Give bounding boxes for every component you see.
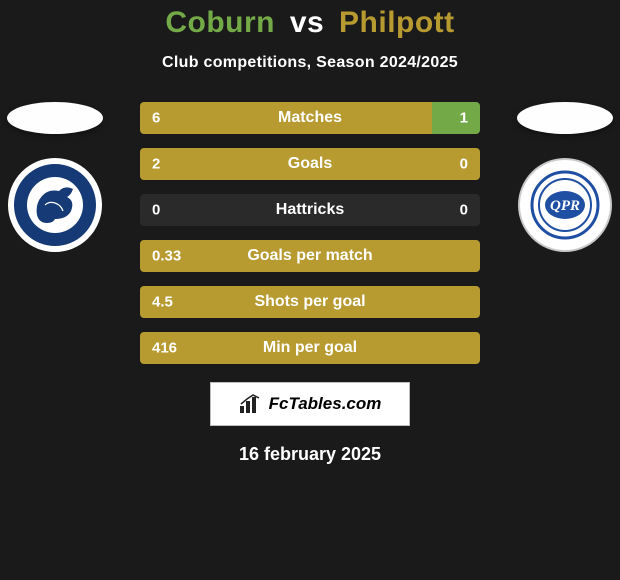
date: 16 february 2025 [0,444,620,465]
svg-text:QPR: QPR [550,198,580,214]
stat-bars: 6 1 Matches 2 0 Goals 0 0 Hattricks 0.33 Goals per… [140,102,480,364]
stat-value-left: 0 [152,202,160,219]
stat-value-left: 2 [152,156,160,173]
stat-value-right: 0 [460,202,468,219]
main-area: QPR 6 1 Matches 2 0 Goals 0 0 Hattricks 0.33 Goals… [0,102,620,364]
player1-photo-placeholder [7,102,103,134]
stat-label: Min per goal [263,339,357,357]
stat-row: 0.33 Goals per match [140,240,480,272]
title: Coburn vs Philpott [0,0,620,40]
stat-fill-right [432,102,480,134]
stat-value-left: 0.33 [152,248,181,265]
player2-name: Philpott [339,6,455,39]
player1-name: Coburn [165,6,275,39]
player2-club-crest: QPR [518,158,612,252]
stat-value-left: 4.5 [152,294,173,311]
title-vs: vs [290,6,324,39]
source-logo-text: FcTables.com [269,394,382,414]
stat-label: Goals [288,155,332,173]
millwall-lion-icon [25,175,85,235]
stat-label: Goals per match [247,247,372,265]
stat-row: 2 0 Goals [140,148,480,180]
stat-row: 4.5 Shots per goal [140,286,480,318]
infographic-root: Coburn vs Philpott Club competitions, Se… [0,0,620,580]
stat-label: Shots per goal [254,293,365,311]
stat-value-right: 1 [460,110,468,127]
stat-row: 416 Min per goal [140,332,480,364]
player2-photo-placeholder [517,102,613,134]
stat-value-left: 416 [152,340,177,357]
player2-side: QPR [510,102,620,252]
stat-value-left: 6 [152,110,160,127]
source-logo: FcTables.com [210,382,410,426]
stat-row: 6 1 Matches [140,102,480,134]
qpr-crest-icon: QPR [530,170,600,240]
stat-row: 0 0 Hattricks [140,194,480,226]
stat-label: Hattricks [276,201,344,219]
player1-side [0,102,110,252]
stat-label: Matches [278,109,342,127]
stat-value-right: 0 [460,156,468,173]
player1-club-crest [8,158,102,252]
fctables-icon [239,394,263,414]
subtitle: Club competitions, Season 2024/2025 [0,54,620,72]
